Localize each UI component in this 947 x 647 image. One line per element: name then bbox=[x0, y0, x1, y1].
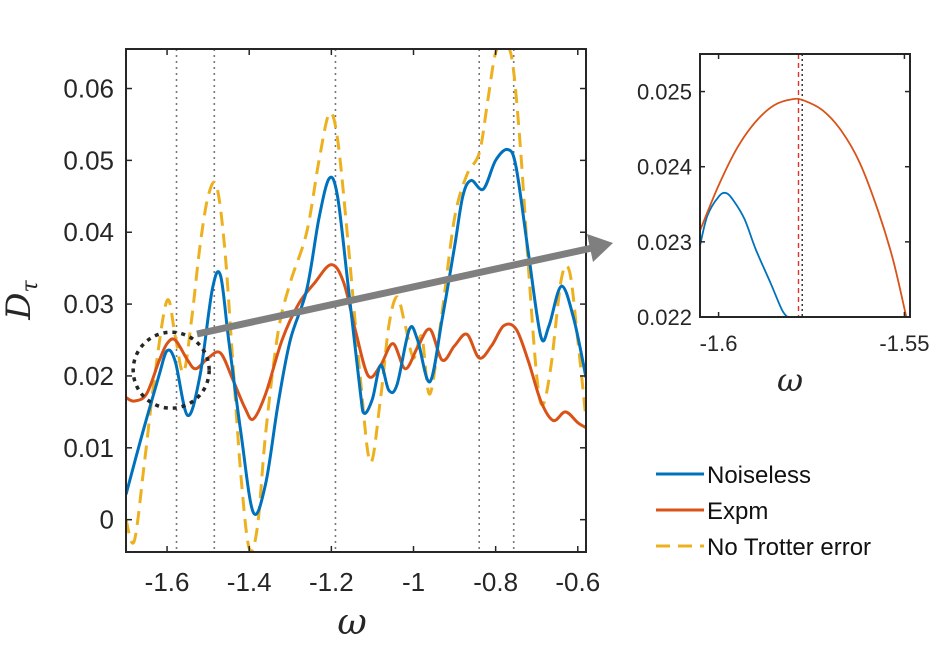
main-x-axis-label: ω bbox=[337, 602, 366, 643]
inset-y-ticks: 0.022 0.023 0.024 0.025 bbox=[637, 80, 910, 330]
main-y-ticks: 0 0.01 0.02 0.03 0.04 0.05 0.06 bbox=[63, 74, 586, 535]
inset-ytick-label: 0.024 bbox=[637, 155, 692, 180]
inset-x-ticks: -1.6 -1.55 bbox=[700, 54, 930, 356]
legend-item-noiseless: Noiseless bbox=[656, 462, 811, 489]
inset-series-line-noiseless bbox=[700, 191, 789, 317]
legend-item-expm: Expm bbox=[656, 498, 768, 525]
main-ytick-label: 0.01 bbox=[63, 433, 114, 463]
main-ytick-label: 0.04 bbox=[63, 217, 114, 247]
svg-text:Dτ: Dτ bbox=[0, 279, 43, 320]
series-line-expm bbox=[126, 263, 586, 429]
zoom-arrow-shaft bbox=[196, 244, 593, 338]
legend-label-no-trotter: No Trotter error bbox=[707, 534, 871, 561]
main-series-group bbox=[126, 49, 586, 552]
legend-label-noiseless: Noiseless bbox=[707, 462, 811, 489]
inset-ytick-label: 0.025 bbox=[637, 80, 692, 105]
zoom-arrow-head bbox=[587, 234, 613, 262]
inset-x-axis-label: ω bbox=[777, 361, 803, 399]
y-label-main: D bbox=[0, 292, 39, 320]
inset-series-line-expm bbox=[700, 97, 908, 317]
main-ytick-label: 0.03 bbox=[63, 289, 114, 319]
main-ytick-label: 0 bbox=[100, 505, 114, 535]
main-xtick-label: -1.2 bbox=[309, 567, 354, 597]
main-xtick-label: -0.6 bbox=[555, 567, 600, 597]
main-y-axis-label: Dτ bbox=[0, 279, 43, 320]
main-plot: -1.6 -1.4 -1.2 -1 -0.8 -0.6 0 0.01 0.02 0.03 0.04… bbox=[0, 48, 600, 643]
main-xtick-label: -0.8 bbox=[473, 567, 518, 597]
legend-label-expm: Expm bbox=[707, 498, 768, 525]
inset-axes-frame bbox=[699, 53, 911, 318]
main-ytick-label: 0.06 bbox=[63, 74, 114, 104]
inset-xtick-label: -1.6 bbox=[700, 331, 738, 356]
main-x-ticks: -1.6 -1.4 -1.2 -1 -0.8 -0.6 bbox=[145, 49, 600, 597]
inset-xtick-label: -1.55 bbox=[879, 331, 929, 356]
inset-ytick-label: 0.022 bbox=[637, 305, 692, 330]
inset-series-group bbox=[700, 54, 908, 317]
zoom-region-circle bbox=[131, 330, 211, 410]
inset-ytick-label: 0.023 bbox=[637, 230, 692, 255]
zoom-arrow bbox=[196, 234, 613, 338]
main-ytick-label: 0.02 bbox=[63, 361, 114, 391]
y-label-subscript: τ bbox=[18, 279, 43, 292]
legend-item-no-trotter: No Trotter error bbox=[656, 534, 871, 561]
inset-plot: -1.6 -1.55 0.022 0.023 0.024 0.025 ω bbox=[637, 53, 930, 399]
main-axes-frame bbox=[125, 48, 587, 553]
main-xtick-label: -1.4 bbox=[227, 567, 272, 597]
main-xtick-label: -1.6 bbox=[145, 567, 190, 597]
series-line-noiseless bbox=[126, 147, 586, 516]
main-xtick-label: -1 bbox=[402, 567, 425, 597]
legend: Noiseless Expm No Trotter error bbox=[656, 462, 871, 561]
main-ytick-label: 0.05 bbox=[63, 145, 114, 175]
